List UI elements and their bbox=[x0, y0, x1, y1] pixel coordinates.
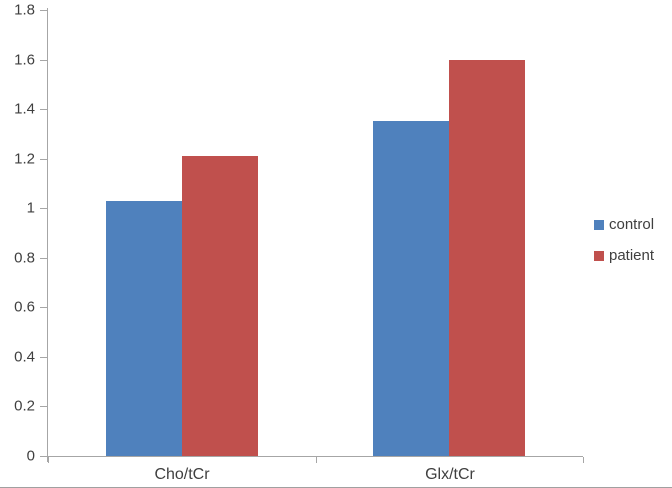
y-tick-label: 1.6 bbox=[14, 51, 35, 69]
y-tick-mark bbox=[40, 456, 47, 457]
bar-patient bbox=[449, 60, 525, 456]
bar-control bbox=[373, 121, 449, 456]
y-tick-label: 0.2 bbox=[14, 397, 35, 415]
legend-label: patient bbox=[609, 247, 655, 264]
x-axis-line bbox=[48, 456, 583, 457]
y-tick-mark bbox=[40, 10, 47, 11]
legend-item-patient: patient bbox=[594, 240, 654, 271]
y-tick-mark bbox=[40, 159, 47, 160]
y-tick-label: 1.8 bbox=[14, 1, 35, 19]
x-tick-mark bbox=[316, 457, 317, 463]
y-tick-mark bbox=[40, 208, 47, 209]
y-tick-label: 0.8 bbox=[14, 249, 35, 267]
y-tick-label: 0.4 bbox=[14, 348, 35, 366]
y-tick-label: 1.2 bbox=[14, 150, 35, 168]
bar-patient bbox=[182, 156, 258, 456]
y-tick-mark bbox=[40, 307, 47, 308]
y-tick-mark bbox=[40, 357, 47, 358]
y-tick-mark bbox=[40, 60, 47, 61]
y-tick-mark bbox=[40, 258, 47, 259]
y-tick-label: 1.4 bbox=[14, 100, 35, 118]
legend: control patient bbox=[594, 209, 654, 271]
x-tick-mark bbox=[583, 457, 584, 463]
y-axis-line bbox=[47, 8, 48, 462]
x-tick-mark bbox=[48, 457, 49, 463]
legend-label: control bbox=[609, 216, 655, 233]
x-category-label: Cho/tCr bbox=[154, 466, 210, 483]
y-tick-label: 0.6 bbox=[14, 298, 35, 316]
y-tick-label: 0 bbox=[26, 447, 35, 465]
legend-item-control: control bbox=[594, 209, 654, 240]
bar-control bbox=[106, 201, 182, 456]
legend-swatch-control bbox=[594, 219, 604, 230]
y-tick-mark bbox=[40, 406, 47, 407]
legend-swatch-patient bbox=[594, 250, 604, 261]
y-tick-label: 1 bbox=[26, 199, 35, 217]
x-category-label: Glx/tCr bbox=[425, 466, 475, 483]
y-tick-mark bbox=[40, 109, 47, 110]
